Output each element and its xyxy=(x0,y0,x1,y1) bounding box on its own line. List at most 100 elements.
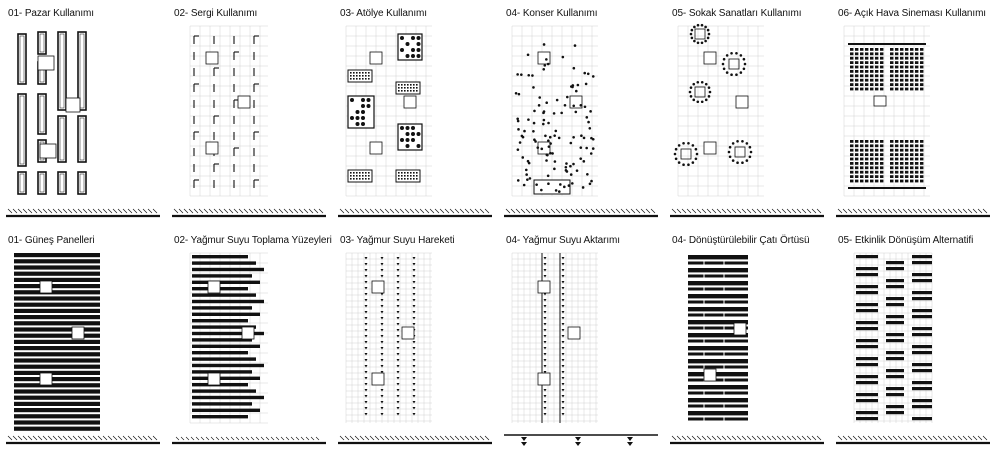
roof-slat xyxy=(688,404,748,408)
cinema-seat xyxy=(855,56,859,60)
collector-strip xyxy=(192,351,248,355)
cinema-seat xyxy=(900,166,904,170)
performer-crowd-dot xyxy=(692,98,696,102)
cinema-seat xyxy=(855,140,859,143)
pavilion-box xyxy=(371,372,385,386)
water-flow-arrow xyxy=(380,335,384,338)
bench-dot xyxy=(362,78,364,80)
roof-slat xyxy=(688,326,748,330)
cinema-seat xyxy=(850,52,854,56)
cinema-seat xyxy=(895,61,899,64)
audience-dot xyxy=(516,73,519,76)
water-flow-arrow xyxy=(543,263,547,266)
collector-strip xyxy=(192,415,248,419)
cinema-seat xyxy=(920,78,924,82)
solar-panel-strip xyxy=(14,426,100,431)
bench-dot xyxy=(350,72,352,74)
bench-dot xyxy=(368,175,370,177)
audience-dot xyxy=(533,109,536,113)
audience-dot xyxy=(527,118,530,121)
collector-strip xyxy=(192,325,256,329)
cinema-seat xyxy=(875,61,879,64)
event-module xyxy=(912,405,932,409)
cinema-seat xyxy=(875,48,879,51)
bench-dot xyxy=(365,78,367,80)
performer-crowd-dot xyxy=(707,86,711,89)
cinema-seat xyxy=(900,179,904,183)
workshop-seat xyxy=(405,54,410,58)
performer-crowd-dot xyxy=(736,161,739,165)
cinema-seat xyxy=(905,140,909,143)
water-flow-arrow xyxy=(364,335,368,338)
cinema-seat xyxy=(875,65,879,69)
pavilion-box xyxy=(39,372,53,386)
cinema-seat xyxy=(865,140,869,143)
bench-dot xyxy=(413,84,415,86)
event-module xyxy=(886,387,904,391)
audience-dot xyxy=(563,185,566,189)
water-flow-arrow xyxy=(364,347,368,350)
water-flow-arrow xyxy=(561,257,565,260)
water-flow-arrow xyxy=(561,305,565,308)
cinema-seat xyxy=(855,61,859,64)
solar-panel-strip xyxy=(14,327,100,332)
panel-title: 01- Pazar Kullanımı xyxy=(8,8,94,19)
performer-crowd-dot xyxy=(727,150,731,154)
pavilion-box xyxy=(241,326,255,340)
cinema-seat xyxy=(870,148,874,152)
cinema-seat xyxy=(880,140,884,143)
workshop-seat xyxy=(366,104,371,108)
bench-dot xyxy=(353,172,355,174)
market-stall-inner xyxy=(59,173,65,193)
collector-strip xyxy=(192,267,264,272)
water-flow-arrow xyxy=(364,317,368,320)
bench-dot xyxy=(368,72,370,74)
cinema-seat xyxy=(895,74,899,78)
event-module xyxy=(912,291,932,295)
cinema-seat xyxy=(905,61,909,64)
performer-crowd-dot xyxy=(739,54,743,57)
event-module xyxy=(856,273,878,277)
bench-dot xyxy=(356,78,358,80)
event-module xyxy=(912,255,932,259)
bench-dot xyxy=(413,87,415,89)
workshop-seat xyxy=(416,36,421,40)
roof-slat xyxy=(688,268,748,273)
cinema-seat xyxy=(920,144,924,148)
audience-dot xyxy=(571,182,574,185)
water-flow-arrow xyxy=(396,389,400,392)
bench-dot xyxy=(398,175,400,177)
cinema-seat xyxy=(900,48,904,51)
event-module xyxy=(912,261,932,265)
performer-crowd-dot xyxy=(741,139,744,143)
audience-dot xyxy=(565,95,569,99)
cinema-seat xyxy=(855,48,859,51)
cinema-seat xyxy=(890,153,894,156)
water-flow-arrow xyxy=(412,359,416,362)
cinema-seat xyxy=(880,148,884,152)
cinema-seat xyxy=(905,144,909,148)
cinema-seat xyxy=(860,83,864,86)
cinema-seat xyxy=(855,87,859,91)
performer-crowd-dot xyxy=(742,57,746,61)
collector-strip xyxy=(192,331,264,336)
water-flow-arrow xyxy=(543,305,547,308)
audience-dot xyxy=(572,104,576,108)
cinema-seat xyxy=(905,148,909,152)
pavilion-box xyxy=(39,143,57,159)
collector-strip xyxy=(192,338,252,342)
cinema-seat xyxy=(865,74,869,78)
performer-spot xyxy=(734,146,746,158)
water-transfer-arrow xyxy=(575,442,581,446)
audience-dot xyxy=(582,136,586,140)
bench-dot xyxy=(353,178,355,180)
cinema-seat xyxy=(865,170,869,174)
collector-strip xyxy=(192,293,256,297)
solar-panel-strip xyxy=(14,277,100,282)
performer-crowd-dot xyxy=(677,144,681,147)
cinema-seat xyxy=(905,157,909,161)
market-stall xyxy=(37,93,47,135)
water-flow-arrow xyxy=(561,383,565,386)
water-flow-arrow xyxy=(396,329,400,332)
cinema-seat xyxy=(905,166,909,170)
